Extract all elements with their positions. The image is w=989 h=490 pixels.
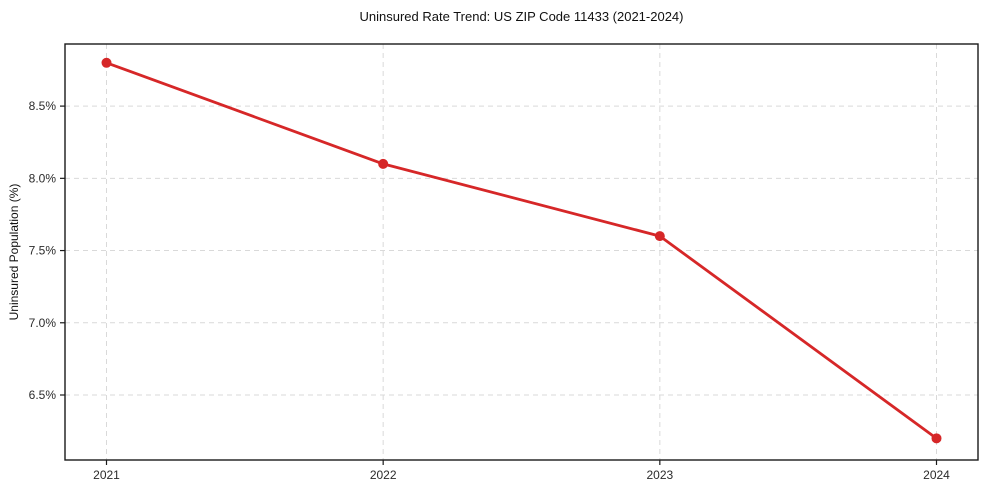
- data-point: [378, 158, 389, 169]
- trend-line: [105, 61, 938, 440]
- y-tick-label: 6.5%: [29, 388, 57, 402]
- x-tick-label: 2024: [923, 468, 950, 482]
- chart-title: Uninsured Rate Trend: US ZIP Code 11433 …: [359, 9, 684, 24]
- y-tick-label: 7.5%: [29, 244, 57, 258]
- x-tick-label: 2023: [646, 468, 673, 482]
- data-point: [101, 57, 112, 68]
- y-tick-label: 7.0%: [29, 316, 57, 330]
- data-point: [654, 231, 665, 242]
- x-tick-label: 2022: [370, 468, 397, 482]
- data-point: [931, 433, 942, 444]
- y-tick-label: 8.0%: [29, 171, 57, 185]
- plot-border: [64, 43, 979, 461]
- x-tick-label: 2021: [93, 468, 120, 482]
- y-tick-label: 8.5%: [29, 99, 57, 113]
